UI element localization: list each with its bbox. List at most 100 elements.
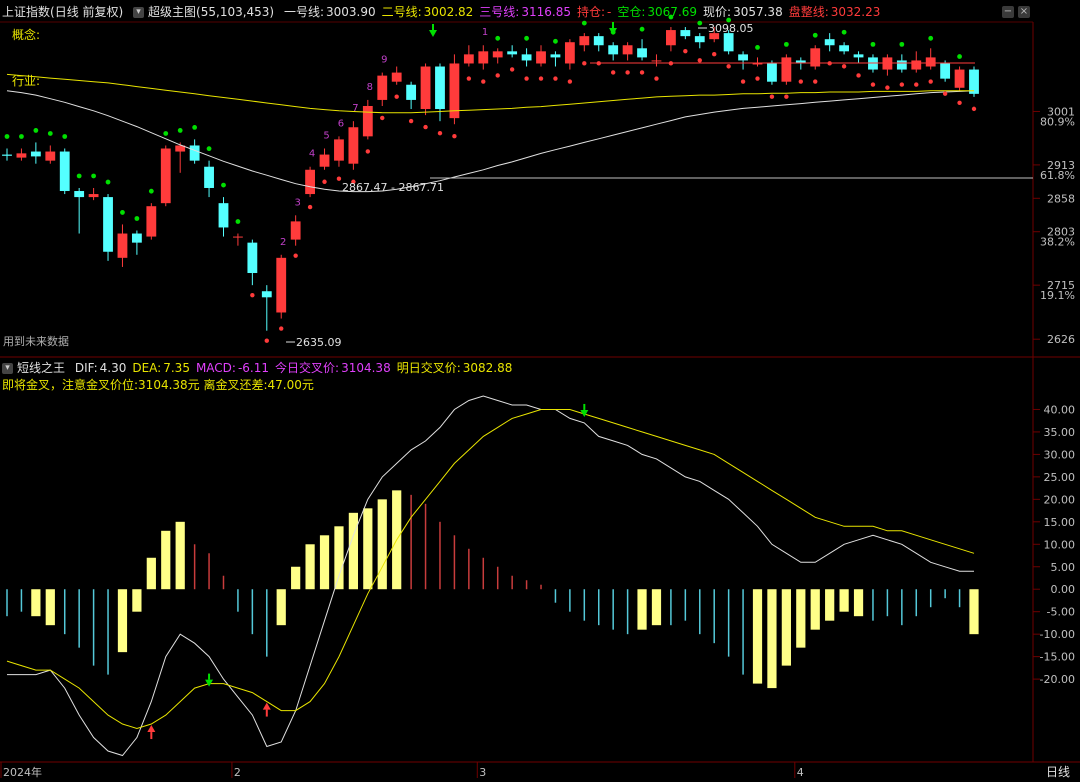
stop-dot-red bbox=[769, 94, 775, 99]
stop-dot-red bbox=[307, 204, 313, 210]
stop-dot-red bbox=[538, 76, 544, 81]
candle-body bbox=[247, 242, 258, 274]
y-tick-label: 2913 bbox=[1047, 159, 1075, 172]
macd-signal-bar bbox=[334, 526, 344, 590]
y-tick-label: 3001 bbox=[1047, 105, 1075, 118]
stop-dot-red bbox=[380, 115, 385, 121]
stop-dot-red bbox=[856, 73, 861, 78]
y-tick-label: 2715 bbox=[1047, 279, 1075, 292]
count-number: 3 bbox=[294, 197, 300, 208]
stop-dot-red bbox=[957, 100, 962, 106]
period-button[interactable]: 日线 bbox=[1045, 765, 1070, 779]
macd-signal-bar bbox=[161, 530, 171, 590]
macd-signal-bar bbox=[781, 589, 791, 666]
stop-dot-green bbox=[495, 35, 501, 41]
candle-body bbox=[896, 60, 907, 70]
candle-body bbox=[521, 54, 532, 61]
candle-body bbox=[391, 72, 402, 82]
line2-series bbox=[6, 73, 974, 114]
macd-signal-bar bbox=[839, 589, 849, 612]
stop-dot-green bbox=[76, 173, 82, 179]
stop-dot-red bbox=[423, 124, 428, 130]
header-value: 3003.90 bbox=[326, 5, 376, 19]
stop-dot-green bbox=[19, 134, 24, 139]
macd-signal-bar bbox=[825, 589, 835, 621]
stop-dot-red bbox=[712, 52, 717, 57]
macd-signal-bar bbox=[348, 512, 358, 590]
sell-arrow bbox=[580, 409, 589, 417]
minimize-button[interactable]: − bbox=[1002, 6, 1014, 18]
candle-body bbox=[117, 233, 128, 258]
header-item-2: 三号线: 3116.85 bbox=[479, 5, 571, 19]
stop-dot-green bbox=[524, 35, 529, 41]
macd-signal-bar bbox=[31, 589, 41, 617]
candle-body bbox=[911, 60, 922, 70]
stop-dot-green bbox=[62, 134, 68, 139]
dif-line bbox=[7, 395, 974, 757]
candle-body bbox=[940, 63, 951, 79]
symbol-name[interactable]: 上证指数 bbox=[2, 5, 51, 19]
candle-body bbox=[536, 51, 546, 64]
stop-dot-green bbox=[697, 20, 703, 26]
macd-label: 今日交叉价: bbox=[275, 361, 340, 375]
stop-dot-red bbox=[914, 82, 919, 87]
count-number: 5 bbox=[323, 131, 329, 142]
macd-label: DEA: bbox=[132, 361, 162, 375]
stop-dot-red bbox=[293, 253, 298, 258]
stop-dot-red bbox=[279, 326, 284, 331]
buy-arrow bbox=[147, 725, 156, 733]
stop-dot-green bbox=[134, 216, 140, 221]
pct-tick-label: 38.2% bbox=[1040, 236, 1075, 249]
macd-value: 3082.88 bbox=[462, 361, 513, 375]
stop-dot-green bbox=[957, 54, 962, 59]
candle-body bbox=[59, 151, 70, 192]
high-label: 3098.05 bbox=[708, 22, 754, 35]
candle-body bbox=[131, 233, 142, 243]
macd-value: -6.11 bbox=[237, 361, 270, 375]
macd-signal-bar bbox=[363, 508, 373, 590]
candle-body bbox=[146, 206, 157, 237]
stop-dot-red bbox=[567, 79, 573, 84]
stop-dot-green bbox=[105, 179, 111, 185]
stop-dot-red bbox=[509, 67, 515, 72]
macd-indicator-name[interactable]: 短线之王 bbox=[17, 361, 66, 375]
macd-y-tick-label: 35.00 bbox=[1044, 426, 1076, 439]
macd-signal-bar bbox=[767, 589, 777, 689]
candle-body bbox=[593, 36, 604, 46]
count-number: 7 bbox=[352, 103, 358, 114]
macd-item-2: MACD: -6.11 bbox=[196, 361, 269, 375]
stop-dot-green bbox=[120, 210, 125, 215]
settings-icon[interactable]: ▾ bbox=[133, 7, 145, 18]
macd-item-1: DEA: 7.35 bbox=[132, 361, 190, 375]
settings-icon[interactable]: ▾ bbox=[2, 363, 13, 374]
count-number: 4 bbox=[309, 149, 315, 160]
stop-dot-green bbox=[148, 188, 154, 194]
candle-body bbox=[377, 75, 388, 100]
line1-series bbox=[6, 90, 975, 193]
candle-body bbox=[204, 166, 214, 188]
stop-dot-red bbox=[582, 61, 587, 66]
candle-body bbox=[666, 30, 676, 46]
close-button[interactable]: × bbox=[1018, 6, 1030, 18]
candle-body bbox=[738, 54, 748, 61]
indicator-name[interactable]: 超级主图 bbox=[148, 5, 197, 19]
stop-dot-green bbox=[235, 219, 241, 224]
candle-body bbox=[492, 51, 503, 58]
macd-y-tick-label: 10.00 bbox=[1044, 538, 1076, 551]
candle-body bbox=[954, 69, 965, 88]
macd-signal-bar bbox=[637, 589, 647, 630]
macd-signal-bar bbox=[969, 589, 979, 635]
candle-body bbox=[579, 36, 590, 46]
stop-dot-green bbox=[639, 26, 645, 32]
stop-dot-red bbox=[942, 91, 948, 96]
range-label: 2867.47 - 2867.71 bbox=[342, 181, 444, 194]
count-number: 8 bbox=[367, 82, 373, 93]
stop-dot-red bbox=[841, 64, 847, 69]
stop-dot-green bbox=[581, 20, 587, 26]
macd-signal-bar bbox=[117, 589, 128, 653]
count-number: 6 bbox=[338, 118, 344, 129]
x-tick-label: 2 bbox=[234, 766, 241, 779]
macd-value: 3104.38 bbox=[341, 361, 391, 375]
stop-dot-green bbox=[192, 124, 198, 130]
stop-dot-red bbox=[971, 106, 977, 112]
